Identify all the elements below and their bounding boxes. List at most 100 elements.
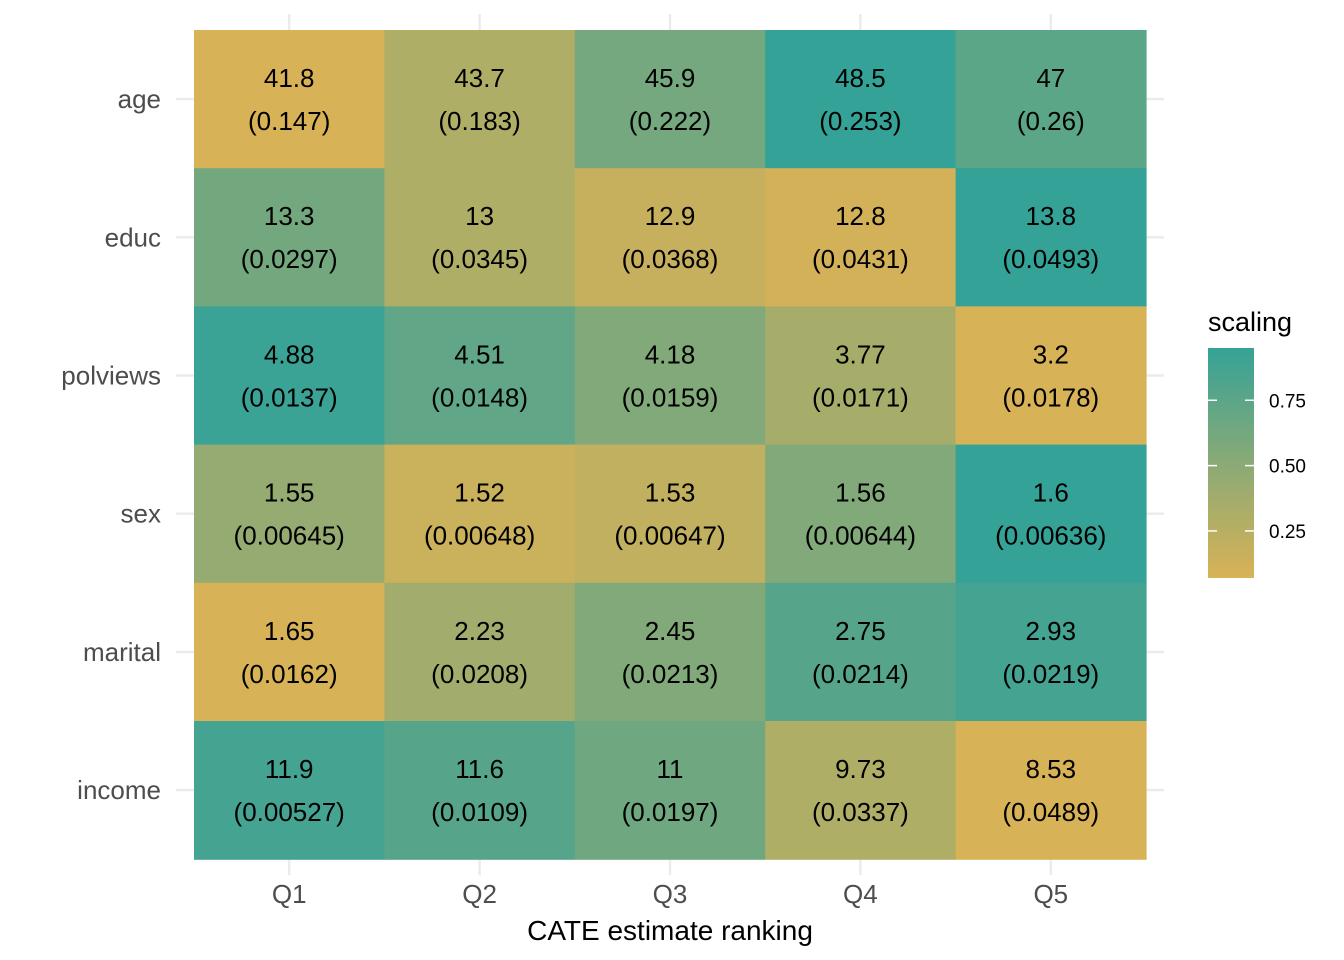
cell-value-label: 3.77 [835, 339, 886, 369]
cell-value-label: 13.8 [1025, 201, 1076, 231]
heatmap-cell [194, 582, 385, 722]
heatmap-cell [955, 30, 1147, 169]
cell-error-label: (0.00647) [614, 521, 725, 551]
heatmap-cell [574, 30, 766, 169]
cell-error-label: (0.147) [248, 106, 330, 136]
cell-error-label: (0.00636) [995, 521, 1106, 551]
cell-value-label: 1.55 [264, 478, 315, 508]
cell-error-label: (0.0159) [622, 382, 719, 412]
cell-error-label: (0.0214) [812, 659, 909, 689]
cell-value-label: 11.6 [455, 754, 504, 784]
cell-value-label: 4.18 [645, 339, 696, 369]
heatmap-cell [955, 721, 1147, 860]
legend: scaling 0.25 0.50 0.75 [1208, 307, 1306, 578]
cell-error-label: (0.0208) [431, 659, 528, 689]
cell-value-label: 1.53 [645, 478, 696, 508]
y-tick-label: marital [83, 637, 161, 667]
cell-error-label: (0.0219) [1002, 659, 1099, 689]
legend-tick-label: 0.50 [1269, 457, 1306, 478]
cell-error-label: (0.0109) [431, 797, 528, 827]
heatmap-cell [384, 168, 576, 307]
cell-value-label: 12.8 [835, 201, 886, 231]
heatmap-cell [384, 30, 576, 169]
heatmap-cell [384, 444, 576, 584]
y-axis-tick-labels: age educ polviews sex marital income [61, 84, 161, 805]
cell-error-label: (0.0297) [241, 244, 338, 274]
heatmap-cell [574, 168, 766, 307]
cell-value-label: 2.23 [454, 616, 505, 646]
heatmap-cell [574, 306, 766, 446]
cell-error-label: (0.0171) [812, 382, 909, 412]
cell-error-label: (0.0162) [241, 659, 338, 689]
heatmap-cell [574, 444, 766, 584]
cell-value-label: 41.8 [264, 63, 315, 93]
heatmap-cell [194, 168, 385, 307]
cell-value-label: 8.53 [1025, 754, 1076, 784]
cell-error-label: (0.0148) [431, 382, 528, 412]
cell-error-label: (0.0197) [622, 797, 719, 827]
x-tick-label: Q2 [462, 879, 497, 909]
y-tick-label: polviews [61, 361, 161, 391]
y-tick-label: sex [121, 499, 161, 529]
heatmap-cell [955, 306, 1147, 446]
x-tick-label: Q3 [653, 879, 688, 909]
cell-value-label: 45.9 [645, 63, 696, 93]
cell-value-label: 4.51 [454, 339, 505, 369]
heatmap-cell [765, 582, 957, 722]
x-tick-label: Q1 [272, 879, 307, 909]
cell-error-label: (0.0368) [622, 244, 719, 274]
cell-value-label: 3.2 [1033, 339, 1069, 369]
cell-error-label: (0.0178) [1002, 382, 1099, 412]
cell-error-label: (0.0489) [1002, 797, 1099, 827]
cell-error-label: (0.222) [629, 106, 711, 136]
heatmap-cell [194, 306, 385, 446]
cell-error-label: (0.183) [438, 106, 520, 136]
cell-error-label: (0.0337) [812, 797, 909, 827]
x-tick-label: Q5 [1033, 879, 1068, 909]
cell-error-label: (0.0137) [241, 382, 338, 412]
cell-error-label: (0.253) [819, 106, 901, 136]
heatmap-cell [574, 721, 766, 860]
cell-value-label: 12.9 [645, 201, 696, 231]
cell-value-label: 11.9 [265, 754, 314, 784]
x-axis-tick-labels: Q1 Q2 Q3 Q4 Q5 [272, 879, 1068, 909]
heatmap-cell [384, 721, 576, 860]
heatmap-cell [194, 30, 385, 169]
cell-error-label: (0.0431) [812, 244, 909, 274]
cell-error-label: (0.00648) [424, 521, 535, 551]
cell-value-label: 13.3 [264, 201, 315, 231]
cell-value-label: 47 [1036, 63, 1065, 93]
cell-error-label: (0.0345) [431, 244, 528, 274]
heatmap-cell [765, 444, 957, 584]
legend-tick-label: 0.25 [1269, 522, 1306, 543]
cell-error-label: (0.0493) [1002, 244, 1099, 274]
heatmap-cell [955, 168, 1147, 307]
cell-value-label: 9.73 [835, 754, 886, 784]
cell-value-label: 1.65 [264, 616, 315, 646]
heatmap-cell [955, 444, 1147, 584]
y-tick-label: educ [105, 222, 161, 252]
legend-tick-label: 0.75 [1269, 391, 1306, 412]
heatmap-cell [765, 306, 957, 446]
cell-value-label: 13 [465, 201, 494, 231]
heatmap-cell [955, 582, 1147, 722]
cell-value-label: 11 [657, 754, 684, 784]
cell-value-label: 1.56 [835, 478, 886, 508]
cell-value-label: 1.52 [454, 478, 505, 508]
heatmap-cell [765, 30, 957, 169]
heatmap-cell [765, 168, 957, 307]
heatmap-cells: 41.8 (0.147) 43.7 (0.183) 45.9 (0.222) 48.5 (0.… [194, 30, 1147, 860]
heatmap-cell [194, 721, 385, 860]
heatmap-cell [574, 582, 766, 722]
cell-error-label: (0.0213) [622, 659, 719, 689]
cell-value-label: 2.93 [1025, 616, 1076, 646]
cell-value-label: 43.7 [454, 63, 505, 93]
heatmap-cell [384, 582, 576, 722]
heatmap-cell [384, 306, 576, 446]
cell-value-label: 2.45 [645, 616, 696, 646]
x-axis-title: CATE estimate ranking [527, 915, 813, 946]
y-tick-label: income [77, 775, 161, 805]
y-tick-label: age [118, 84, 161, 114]
cell-value-label: 2.75 [835, 616, 886, 646]
